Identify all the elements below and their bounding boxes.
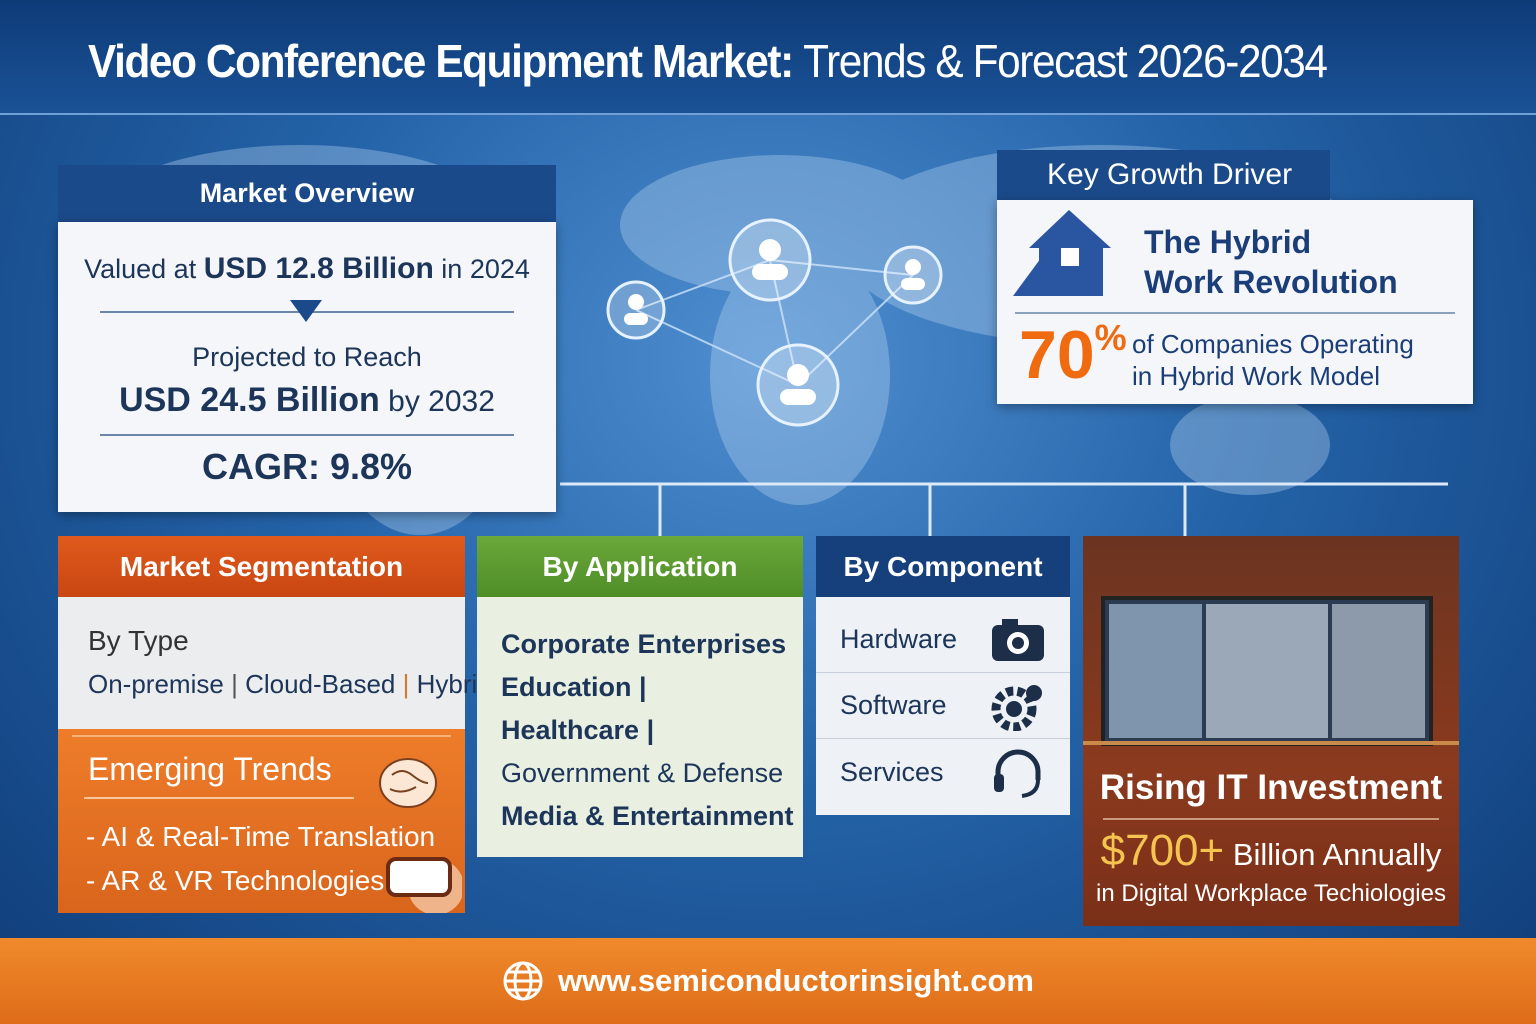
application-item: Education | [501,672,647,702]
cagr-value: CAGR: 9.8% [201,446,413,487]
title-light: Trends & Forecast 2026-2034 [803,35,1328,87]
application-item: Media & Entertainment [501,801,794,831]
stat-value: 70 [1019,317,1095,393]
key-growth-header: Key Growth Driver [997,150,1330,200]
valued-suffix: in 2024 [441,254,530,284]
separator: | [231,669,238,699]
application-item: Healthcare | [501,715,655,745]
projected-suffix: by 2032 [388,385,495,418]
valued-prefix: Valued at [84,254,197,284]
trends-header: Emerging Trends [88,751,332,787]
it-investment-panel: Rising IT Investment $700+ Billion Annua… [1083,536,1459,926]
page-title: Video Conference Equipment Market: Trend… [88,34,1328,88]
valued-text: Valued at USD 12.8 Billion in 2024 [58,252,556,286]
stat-text-1: of Companies Operating [1132,329,1414,359]
globe-icon [503,961,543,1001]
vr-headset-icon [386,857,462,913]
stat-unit: % [1094,317,1127,358]
stat: 70% [1019,316,1127,394]
amount-text: Billion Annually [1232,837,1442,872]
house-icon [1013,210,1111,296]
headline-line-2: Work Revolution [1144,264,1398,300]
amount-subtext: in Digital Workplace Techiologies [1096,880,1446,907]
type-list: On-premise | Cloud-Based | Hybrid [88,669,492,700]
application-panel: Corporate Enterprises Education | Health… [477,597,803,857]
valued-value: USD 12.8 Billion [203,252,434,285]
component-row-hardware: Hardware [816,607,1070,673]
type-item: On-premise [88,669,224,699]
component-panel: Hardware Software Services [816,597,1070,815]
component-label: Hardware [840,624,958,654]
market-overview-panel: Valued at USD 12.8 Billion in 2024 Proje… [58,222,556,512]
component-label: Software [840,690,947,720]
type-item: Cloud-Based [245,669,396,699]
divider-arrow [100,300,514,324]
component-label: Services [840,756,944,787]
application-item: Government & Defense [501,758,784,788]
divider [1103,818,1439,820]
trend-item: - AR & VR Technologies [86,865,385,896]
title-bar [0,0,1536,115]
application-item: Corporate Enterprises [501,629,787,659]
segmentation-panel: By Type On-premise | Cloud-Based | Hybri… [58,597,492,729]
video-conference-photo [1101,596,1433,746]
by-type-label: By Type [88,625,189,656]
arrow-down-icon [290,300,322,322]
divider [84,797,354,799]
trend-item: - AI & Real-Time Translation [86,821,436,852]
headline-line-1: The Hybrid [1144,224,1312,260]
projected-label: Projected to Reach [192,342,422,372]
projected-text: USD 24.5 Billion by 2032 [58,381,556,420]
divider [100,434,514,436]
website-link[interactable]: www.semiconductorinsight.com [558,963,1034,998]
divider [1015,312,1455,314]
it-investment-header: Rising IT Investment [1099,768,1443,807]
separator: | [402,669,410,699]
camera-icon [992,618,1044,661]
amount-value: $700+ [1100,826,1225,875]
key-growth-panel: The Hybrid Work Revolution 70% of Compani… [997,200,1473,404]
connector-lines [560,482,1448,536]
stat-text-2: in Hybrid Work Model [1132,361,1381,391]
application-header: By Application [477,536,803,597]
title-bold: Video Conference Equipment Market: [88,35,794,87]
emerging-trends-panel: Emerging Trends - AI & Real-Time Transla… [58,729,465,913]
market-overview-header: Market Overview [58,165,556,222]
network-users-icon [606,218,943,427]
component-row-software: Software [816,673,1070,739]
component-row-services: Services [816,739,1070,805]
headset-icon [994,749,1041,798]
projected-value: USD 24.5 Billion [119,381,380,419]
gear-icon [991,684,1042,731]
brain-icon [379,758,437,808]
footer: www.semiconductorinsight.com [0,938,1536,1024]
component-header: By Component [816,536,1070,597]
segmentation-header: Market Segmentation [58,536,465,597]
